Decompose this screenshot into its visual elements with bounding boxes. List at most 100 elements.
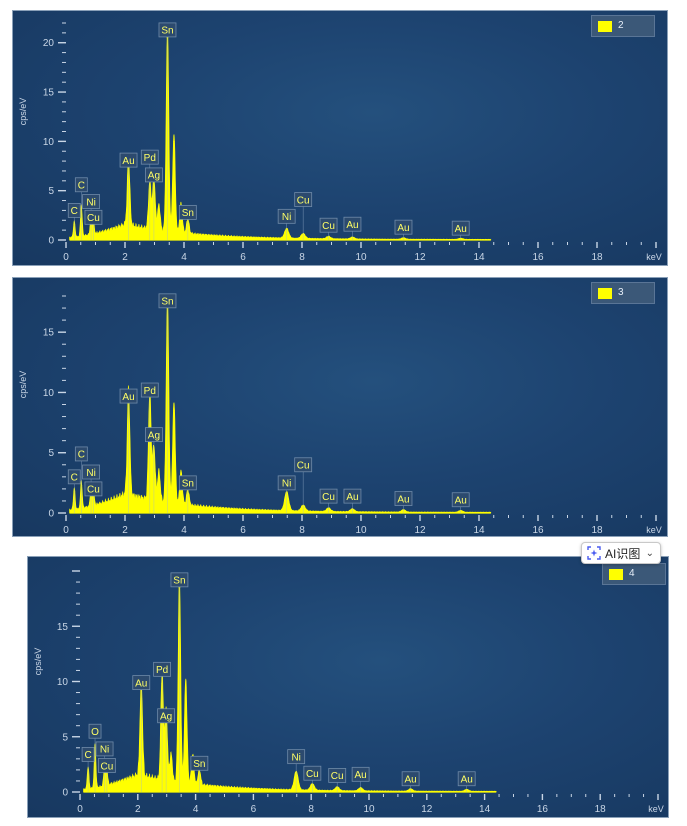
element-label: Au bbox=[122, 392, 134, 403]
element-label-box bbox=[451, 220, 470, 236]
x-tick-label: 2 bbox=[122, 525, 128, 536]
element-label: Au bbox=[461, 775, 473, 786]
element-label-box bbox=[84, 481, 103, 497]
element-label-box bbox=[140, 149, 159, 165]
y-tick-label: 10 bbox=[57, 677, 69, 688]
spectrum-panel-3: 0 5 10 15 cps/eV 0 2 4 6 8 10 12 14 16 18 keV Sn Au Pd Ag O N… bbox=[27, 556, 669, 818]
element-label-box bbox=[140, 382, 159, 398]
element-label: C bbox=[84, 750, 91, 761]
peak-markers bbox=[73, 307, 462, 512]
element-label-box bbox=[157, 708, 176, 724]
x-tick-label: 12 bbox=[414, 252, 426, 263]
element-label: Sn bbox=[161, 26, 173, 37]
y-axis-label: cps/eV bbox=[18, 98, 28, 126]
element-label: Ni bbox=[86, 468, 95, 479]
element-label: Ni bbox=[282, 479, 291, 490]
y-axis: 0 5 10 15 20 cps/eV bbox=[18, 22, 66, 247]
element-label-box bbox=[74, 446, 88, 462]
element-label: Au bbox=[122, 156, 134, 167]
element-label-box bbox=[153, 661, 171, 677]
x-axis-label: keV bbox=[648, 804, 664, 814]
chevron-down-icon[interactable]: ⌄ bbox=[645, 547, 654, 559]
element-label: Au bbox=[135, 678, 147, 689]
x-tick-label: 16 bbox=[537, 804, 549, 815]
x-axis-label: keV bbox=[646, 525, 662, 535]
element-label-box bbox=[294, 192, 313, 207]
element-label-box bbox=[343, 216, 362, 232]
ai-recognize-button[interactable]: AI识图 ⌄ bbox=[581, 542, 661, 564]
ai-scan-icon bbox=[587, 546, 601, 560]
element-label: Pd bbox=[144, 153, 156, 164]
x-tick-label: 14 bbox=[473, 525, 485, 536]
plot-background bbox=[13, 11, 667, 265]
peak-point bbox=[173, 409, 175, 412]
element-label: Ni bbox=[291, 752, 300, 763]
x-axis-label: keV bbox=[646, 252, 662, 262]
y-tick-label: 10 bbox=[43, 388, 55, 399]
element-label: Cu bbox=[87, 485, 100, 496]
element-label-box bbox=[277, 475, 296, 491]
element-label-box bbox=[67, 203, 81, 218]
element-label: Pd bbox=[144, 386, 156, 397]
element-label-box bbox=[145, 167, 163, 183]
legend-swatch bbox=[609, 569, 623, 580]
spectrum-area bbox=[69, 295, 492, 514]
x-tick-label: 10 bbox=[355, 252, 367, 263]
x-tick-label: 2 bbox=[135, 804, 141, 815]
legend-label: 4 bbox=[629, 568, 635, 579]
element-label-box bbox=[95, 741, 114, 757]
x-tick-label: 4 bbox=[181, 252, 187, 263]
x-tick-label: 8 bbox=[308, 804, 314, 815]
x-axis: 0 2 4 6 8 10 12 14 16 18 keV bbox=[77, 794, 664, 815]
x-tick-label: 14 bbox=[479, 804, 491, 815]
x-tick-label: 10 bbox=[355, 525, 367, 536]
y-tick-label: 10 bbox=[43, 137, 55, 148]
element-label: Ni bbox=[282, 212, 291, 223]
element-label-box bbox=[145, 427, 163, 443]
y-axis: 0 5 10 15 cps/eV bbox=[18, 295, 66, 520]
element-label: Au bbox=[355, 770, 367, 781]
element-label-box bbox=[401, 771, 420, 787]
element-label-box bbox=[303, 765, 322, 781]
x-axis: 0 2 4 6 8 10 12 14 16 18 keV bbox=[63, 515, 662, 536]
y-axis-label: cps/eV bbox=[18, 371, 28, 399]
legend-label: 2 bbox=[618, 20, 624, 31]
element-label: C bbox=[71, 206, 78, 217]
element-label-box bbox=[178, 475, 197, 491]
element-label-box bbox=[119, 388, 138, 404]
element-label-box bbox=[170, 572, 189, 588]
element-label: Sn bbox=[161, 297, 173, 308]
element-label: Sn bbox=[193, 759, 205, 770]
x-axis: 0 2 4 6 8 10 12 14 16 18 keV bbox=[63, 242, 662, 263]
y-tick-label: 15 bbox=[43, 328, 55, 339]
element-label: C bbox=[78, 450, 85, 461]
x-tick-label: 2 bbox=[122, 252, 128, 263]
peak-point bbox=[173, 140, 175, 143]
element-label: Au bbox=[397, 494, 409, 505]
element-label-box bbox=[451, 492, 470, 508]
element-label: Sn bbox=[173, 576, 185, 587]
element-label-box bbox=[158, 293, 177, 309]
x-tick-label: 6 bbox=[240, 525, 246, 536]
element-label-box bbox=[158, 22, 177, 38]
spectrum-area bbox=[83, 575, 497, 793]
element-label: Cu bbox=[87, 213, 100, 224]
legend-swatch bbox=[598, 288, 612, 299]
legend-box: 3 bbox=[591, 282, 655, 304]
element-label: Cu bbox=[297, 195, 310, 206]
x-tick-label: 4 bbox=[181, 525, 187, 536]
element-label: Sn bbox=[182, 208, 194, 219]
x-tick-label: 0 bbox=[77, 804, 83, 815]
element-label-box bbox=[319, 488, 338, 504]
element-label: Au bbox=[455, 496, 467, 507]
element-label-box bbox=[294, 457, 313, 473]
spectrum-panel-2: 0 5 10 15 cps/eV 0 2 4 6 8 10 12 14 16 18 keV Sn Au Pd Ag C N… bbox=[12, 277, 668, 537]
y-tick-label: 15 bbox=[43, 88, 55, 99]
y-tick-label: 0 bbox=[48, 236, 54, 247]
element-label-box bbox=[457, 771, 476, 787]
element-label: Cu bbox=[331, 771, 344, 782]
peak-point bbox=[158, 213, 160, 216]
x-tick-label: 16 bbox=[532, 525, 544, 536]
